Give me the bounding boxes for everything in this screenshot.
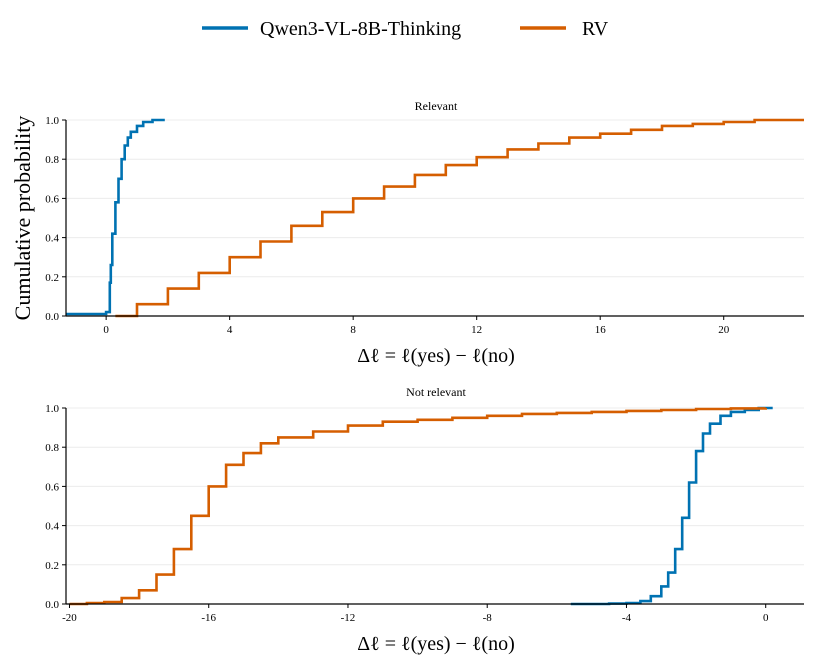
x-tick-label: -8 [483, 612, 493, 624]
y-axis-label: Cumulative probability [10, 116, 35, 321]
y-tick-label: 0.4 [45, 521, 59, 533]
x-axis-label-not-relevant: Δℓ = ℓ(yes) − ℓ(no) [357, 633, 514, 655]
legend-label-qwen: Qwen3-VL-8B-Thinking [260, 18, 461, 40]
legend-label-rv: RV [582, 18, 609, 40]
x-axis-label-relevant: Δℓ = ℓ(yes) − ℓ(no) [357, 345, 514, 367]
panel-title-not-relevant: Not relevant [406, 385, 466, 399]
y-tick-label: 0.6 [45, 193, 59, 205]
legend: Qwen3-VL-8B-Thinking RV [202, 18, 609, 40]
y-tick-label: 0.2 [45, 272, 59, 284]
x-tick-label: -12 [341, 612, 356, 624]
y-tick-label: 0.8 [45, 442, 59, 454]
series-line-qwen [570, 406, 773, 606]
y-tick-label: 0.0 [45, 599, 59, 611]
x-tick-label: -20 [62, 612, 77, 624]
x-tick-label: -4 [622, 612, 632, 624]
y-tick-label: 0.2 [45, 560, 59, 572]
x-tick-label: 0 [763, 612, 769, 624]
y-tick-label: 0.0 [45, 311, 59, 323]
y-tick-label: 1.0 [45, 115, 59, 127]
series-line-rv [69, 407, 767, 606]
panel-not-relevant: Not relevant Δℓ = ℓ(yes) − ℓ(no) 0.0 0.2 0… [45, 385, 804, 655]
panel-title-relevant: Relevant [415, 99, 458, 113]
series-line-qwen [66, 118, 165, 316]
x-tick-label: 4 [227, 324, 233, 336]
x-tick-label: 12 [471, 324, 482, 336]
x-tick-label: 20 [718, 324, 730, 336]
x-tick-label: 8 [350, 324, 356, 336]
y-tick-label: 1.0 [45, 403, 59, 415]
y-tick-label: 0.6 [45, 481, 59, 493]
panel-relevant: Relevant Δℓ = ℓ(yes) − ℓ(no) 0.0 0.2 0.4 0.… [45, 99, 804, 367]
x-tick-label: -16 [201, 612, 216, 624]
x-tick-label: 16 [595, 324, 607, 336]
x-tick-label: 0 [103, 324, 109, 336]
series-line-rv [115, 118, 804, 318]
y-tick-label: 0.8 [45, 154, 59, 166]
y-tick-label: 0.4 [45, 233, 59, 245]
